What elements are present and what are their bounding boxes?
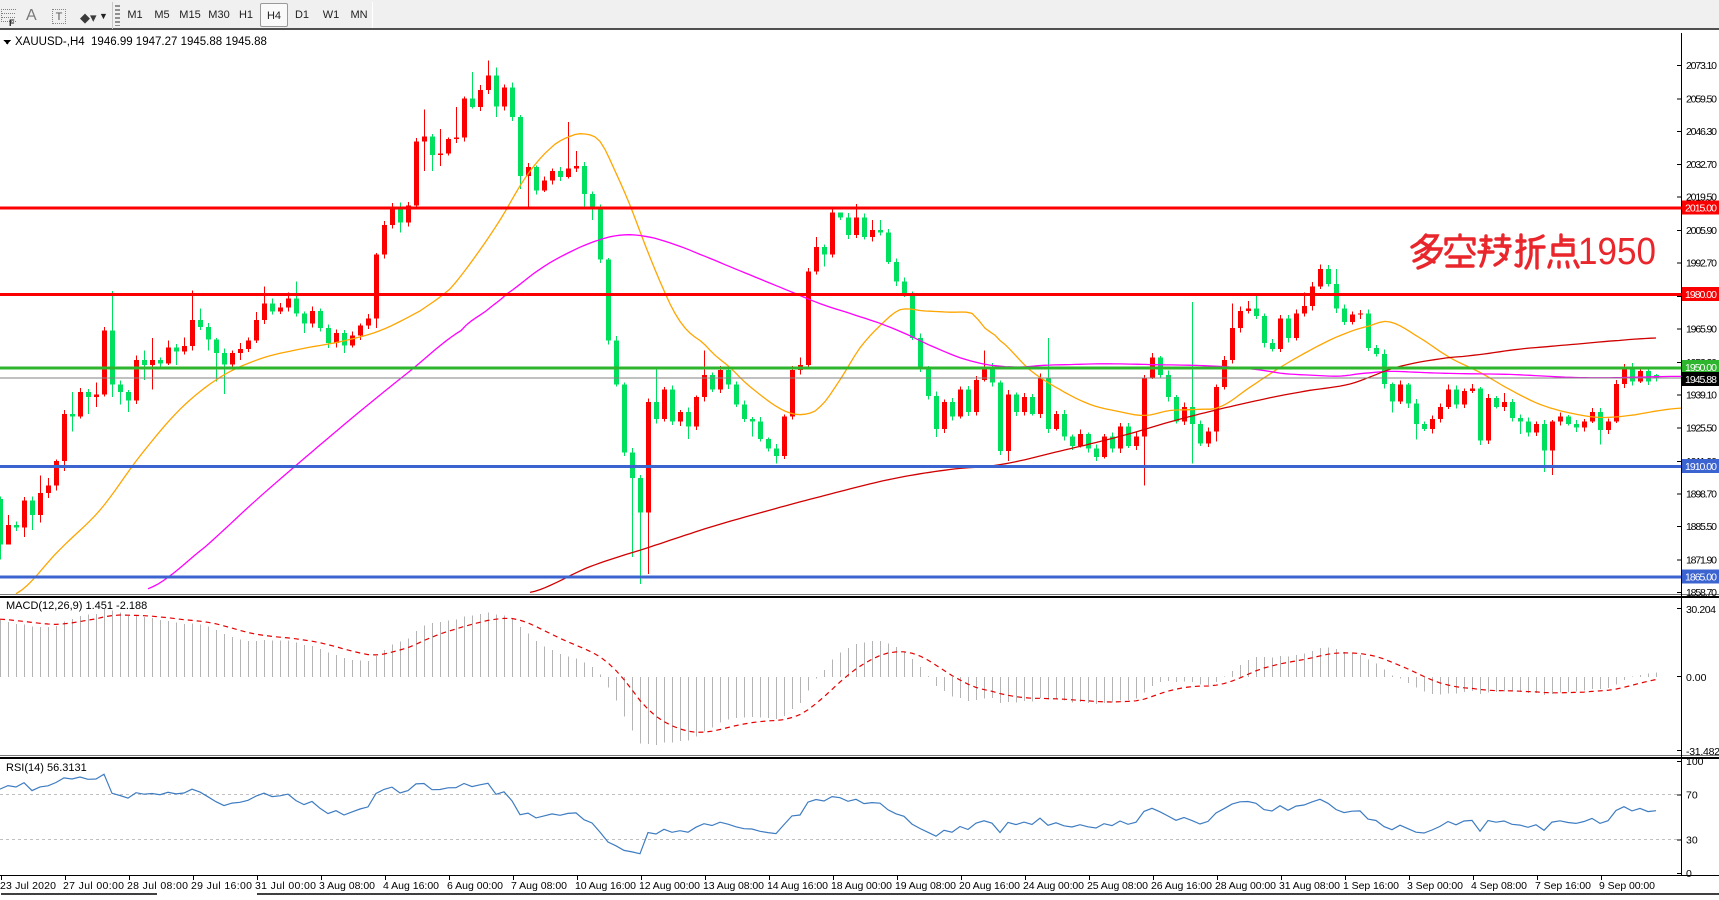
svg-text:1950: 1950 — [1578, 231, 1656, 273]
svg-text:RSI(14) 56.3131: RSI(14) 56.3131 — [6, 762, 87, 774]
svg-text:70: 70 — [1686, 790, 1698, 802]
svg-text:4 Sep 08:00: 4 Sep 08:00 — [1471, 880, 1527, 892]
svg-text:1945.88: 1945.88 — [1685, 374, 1717, 386]
svg-text:2059.50: 2059.50 — [1686, 93, 1717, 105]
svg-text:1939.10: 1939.10 — [1686, 389, 1717, 401]
svg-text:29 Jul 16:00: 29 Jul 16:00 — [191, 880, 252, 892]
svg-text:27 Jul 00:00: 27 Jul 00:00 — [63, 880, 124, 892]
svg-text:18 Aug 00:00: 18 Aug 00:00 — [831, 880, 892, 892]
svg-text:0.00: 0.00 — [1686, 672, 1707, 684]
svg-text:14 Aug 16:00: 14 Aug 16:00 — [767, 880, 828, 892]
svg-text:30: 30 — [1686, 834, 1698, 846]
svg-text:1925.50: 1925.50 — [1686, 423, 1717, 435]
svg-text:3 Sep 00:00: 3 Sep 00:00 — [1407, 880, 1463, 892]
svg-text:XAUUSD-,H4 1946.99 1947.27 19: XAUUSD-,H4 1946.99 1947.27 1945.88 1945.… — [15, 36, 267, 48]
svg-text:30.204: 30.204 — [1686, 604, 1716, 616]
svg-text:12 Aug 00:00: 12 Aug 00:00 — [639, 880, 700, 892]
svg-text:7 Sep 16:00: 7 Sep 16:00 — [1535, 880, 1591, 892]
svg-text:1965.90: 1965.90 — [1686, 323, 1717, 335]
svg-text:4 Aug 16:00: 4 Aug 16:00 — [383, 880, 439, 892]
svg-text:9 Sep 00:00: 9 Sep 00:00 — [1599, 880, 1655, 892]
svg-text:31 Jul 00:00: 31 Jul 00:00 — [255, 880, 316, 892]
svg-text:20 Aug 16:00: 20 Aug 16:00 — [959, 880, 1020, 892]
svg-text:7 Aug 08:00: 7 Aug 08:00 — [511, 880, 567, 892]
svg-text:6 Aug 00:00: 6 Aug 00:00 — [447, 880, 503, 892]
svg-text:1885.50: 1885.50 — [1686, 521, 1717, 533]
svg-text:1858.70: 1858.70 — [1686, 587, 1717, 599]
svg-text:19 Aug 08:00: 19 Aug 08:00 — [895, 880, 956, 892]
svg-text:2032.70: 2032.70 — [1686, 159, 1717, 171]
svg-text:100: 100 — [1686, 756, 1704, 768]
svg-text:31 Aug 08:00: 31 Aug 08:00 — [1279, 880, 1340, 892]
svg-text:13 Aug 08:00: 13 Aug 08:00 — [703, 880, 764, 892]
svg-text:MACD(12,26,9) 1.451 -2.188: MACD(12,26,9) 1.451 -2.188 — [6, 600, 147, 612]
svg-text:23 Jul 2020: 23 Jul 2020 — [0, 880, 56, 892]
svg-text:10 Aug 16:00: 10 Aug 16:00 — [575, 880, 636, 892]
svg-text:24 Aug 00:00: 24 Aug 00:00 — [1023, 880, 1084, 892]
svg-text:2073.10: 2073.10 — [1686, 60, 1717, 72]
svg-text:0: 0 — [1686, 868, 1692, 880]
svg-text:1 Sep 16:00: 1 Sep 16:00 — [1343, 880, 1399, 892]
svg-text:1910.00: 1910.00 — [1685, 461, 1717, 473]
svg-text:1865.00: 1865.00 — [1685, 572, 1717, 584]
svg-text:1871.90: 1871.90 — [1686, 555, 1717, 567]
svg-text:2046.30: 2046.30 — [1686, 126, 1717, 138]
svg-text:28 Jul 08:00: 28 Jul 08:00 — [127, 880, 188, 892]
svg-text:25 Aug 08:00: 25 Aug 08:00 — [1087, 880, 1148, 892]
svg-text:3 Aug 08:00: 3 Aug 08:00 — [319, 880, 375, 892]
svg-text:2005.90: 2005.90 — [1686, 225, 1717, 237]
svg-text:1898.70: 1898.70 — [1686, 489, 1717, 501]
svg-text:1992.70: 1992.70 — [1686, 258, 1717, 270]
svg-text:1950.00: 1950.00 — [1685, 362, 1717, 374]
svg-text:26 Aug 16:00: 26 Aug 16:00 — [1151, 880, 1212, 892]
svg-text:1980.00: 1980.00 — [1685, 289, 1717, 301]
svg-text:2015.00: 2015.00 — [1685, 203, 1717, 215]
svg-text:-31.482: -31.482 — [1686, 746, 1719, 758]
svg-text:28 Aug 00:00: 28 Aug 00:00 — [1215, 880, 1276, 892]
